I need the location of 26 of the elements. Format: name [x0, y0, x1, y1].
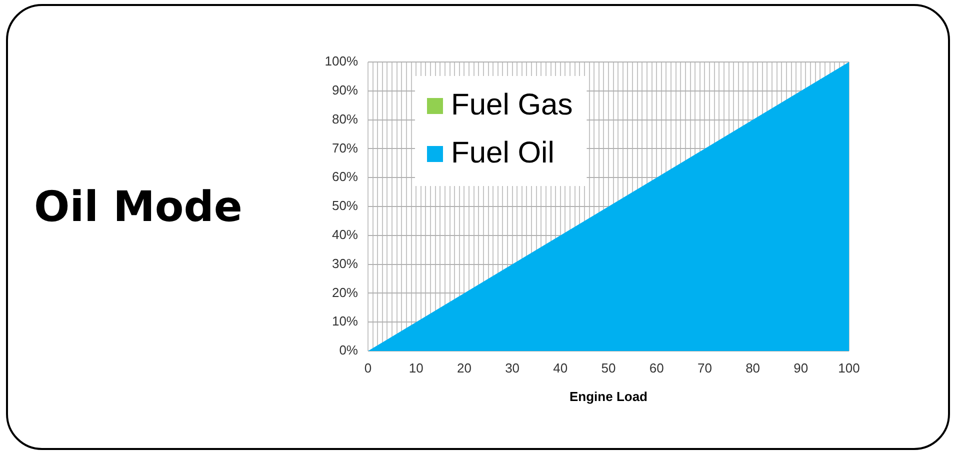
x-tick-label: 40	[553, 360, 568, 376]
legend-label: Fuel Oil	[451, 136, 554, 170]
x-tick-label: 20	[456, 360, 472, 376]
x-tick-label: 100	[838, 360, 860, 376]
y-tick-label: 90%	[332, 82, 358, 98]
x-tick-label: 0	[364, 360, 372, 376]
x-tick-label: 90	[794, 360, 808, 376]
y-tick-label: 70%	[332, 140, 358, 156]
x-tick-label: 30	[505, 360, 520, 376]
y-tick-label: 60%	[332, 169, 358, 184]
x-tick-label: 70	[697, 360, 712, 376]
x-tick-label: 10	[408, 360, 424, 376]
y-tick-label: 20%	[332, 284, 358, 300]
legend-label: Fuel Gas	[451, 88, 573, 122]
y-tick-label: 80%	[332, 111, 358, 126]
x-axis-title: Engine Load	[570, 388, 648, 404]
y-tick-label: 100%	[324, 54, 358, 69]
text: Oil Mode	[34, 182, 242, 231]
y-tick-label: 0%	[339, 342, 358, 358]
x-tick-label: 80	[746, 360, 760, 376]
x-tick-label: 50	[601, 360, 616, 376]
y-tick-label: 30%	[332, 256, 358, 271]
y-tick-label: 40%	[332, 226, 358, 242]
y-tick-label: 10%	[332, 314, 358, 329]
x-tick-label: 60	[649, 360, 664, 376]
y-tick-label: 50%	[332, 198, 358, 214]
